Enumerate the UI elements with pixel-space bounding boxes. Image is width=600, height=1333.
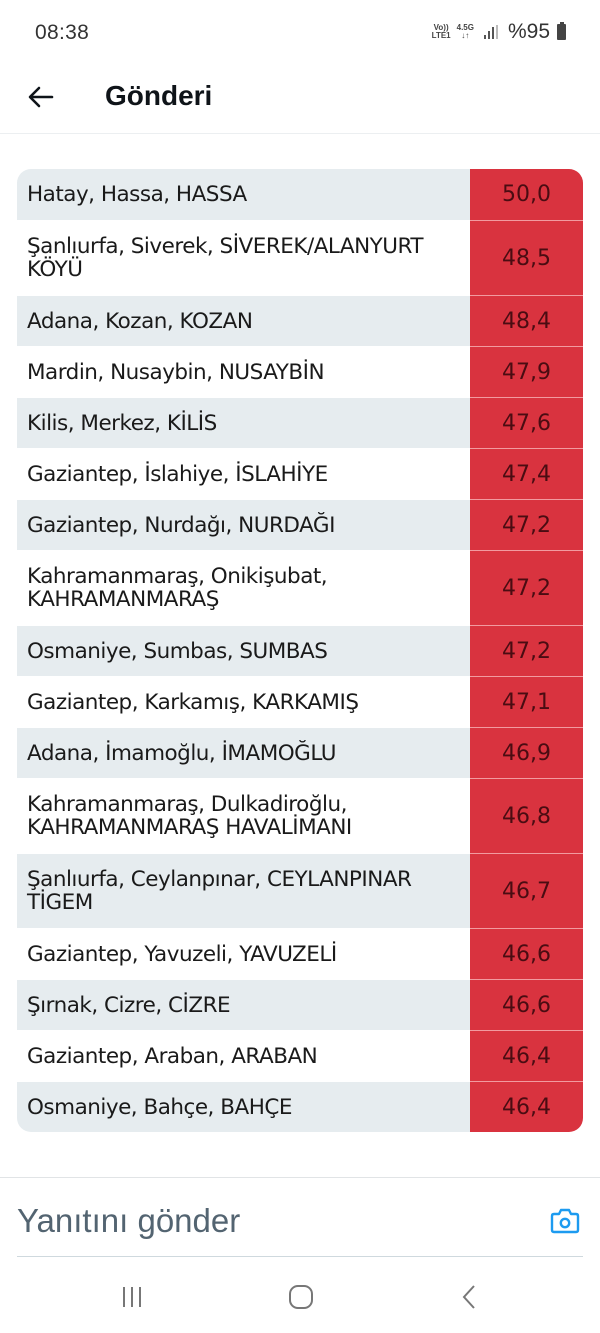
- home-button[interactable]: [281, 1280, 321, 1314]
- location-cell: Şırnak, Cizre, CİZRE: [17, 980, 470, 1030]
- value-cell: 48,5: [470, 220, 583, 295]
- camera-icon: [550, 1208, 580, 1234]
- post-content[interactable]: Hatay, Hassa, HASSA 50,0 Şanlıurfa, Sive…: [0, 135, 600, 1177]
- table-row: Gaziantep, Yavuzeli, YAVUZELİ 46,6: [17, 928, 583, 979]
- table-row: Gaziantep, Nurdağı, NURDAĞI 47,2: [17, 499, 583, 550]
- temperature-table: Hatay, Hassa, HASSA 50,0 Şanlıurfa, Sive…: [17, 169, 583, 1132]
- reply-input[interactable]: Yanıtını gönder: [17, 1202, 241, 1239]
- location-cell: Adana, İmamoğlu, İMAMOĞLU: [17, 728, 470, 778]
- recent-apps-button[interactable]: [112, 1280, 152, 1314]
- location-cell: Şanlıurfa, Ceylanpınar, CEYLANPINAR TİGE…: [17, 854, 470, 928]
- location-cell: Mardin, Nusaybin, NUSAYBİN: [17, 347, 470, 397]
- location-cell: Gaziantep, Nurdağı, NURDAĞI: [17, 500, 470, 550]
- recent-apps-icon: [123, 1287, 141, 1307]
- table-row: Osmaniye, Sumbas, SUMBAS 47,2: [17, 625, 583, 676]
- value-cell: 46,6: [470, 928, 583, 979]
- location-cell: Gaziantep, Yavuzeli, YAVUZELİ: [17, 929, 470, 979]
- table-row: Kahramanmaraş, Onikişubat, KAHRAMANMARAŞ…: [17, 550, 583, 625]
- value-cell: 46,9: [470, 727, 583, 778]
- table-row: Mardin, Nusaybin, NUSAYBİN 47,9: [17, 346, 583, 397]
- table-row: Şanlıurfa, Ceylanpınar, CEYLANPINAR TİGE…: [17, 853, 583, 928]
- location-cell: Kahramanmaraş, Dulkadiroğlu, KAHRAMANMAR…: [17, 779, 470, 853]
- location-cell: Gaziantep, İslahiye, İSLAHİYE: [17, 449, 470, 499]
- battery-icon: [557, 22, 566, 40]
- value-cell: 50,0: [470, 169, 583, 220]
- value-cell: 48,4: [470, 295, 583, 346]
- table-row: Adana, İmamoğlu, İMAMOĞLU 46,9: [17, 727, 583, 778]
- table-row: Kahramanmaraş, Dulkadiroğlu, KAHRAMANMAR…: [17, 778, 583, 853]
- table-row: Hatay, Hassa, HASSA 50,0: [17, 169, 583, 220]
- location-cell: Kahramanmaraş, Onikişubat, KAHRAMANMARAŞ: [17, 551, 470, 625]
- location-cell: Hatay, Hassa, HASSA: [17, 169, 470, 220]
- volte-label: Vo)): [433, 23, 449, 32]
- value-cell: 46,4: [470, 1030, 583, 1081]
- location-cell: Gaziantep, Araban, ARABAN: [17, 1031, 470, 1081]
- value-cell: 46,4: [470, 1081, 583, 1132]
- status-bar: 08:38 Vo)) LTE1 4.5G ↓↑ %95: [0, 0, 600, 66]
- value-cell: 47,2: [470, 625, 583, 676]
- reply-composer: Yanıtını gönder: [0, 1177, 600, 1257]
- network-speed-label: 4.5G: [456, 23, 474, 32]
- value-cell: 46,8: [470, 778, 583, 853]
- data-activity-icon: 4.5G ↓↑: [457, 24, 474, 40]
- camera-button[interactable]: [550, 1207, 580, 1235]
- value-cell: 47,2: [470, 550, 583, 625]
- location-cell: Osmaniye, Bahçe, BAHÇE: [17, 1082, 470, 1132]
- status-time: 08:38: [35, 21, 90, 44]
- value-cell: 47,4: [470, 448, 583, 499]
- app-header: Gönderi: [0, 66, 600, 134]
- back-icon: [462, 1285, 475, 1309]
- lte-label: LTE1: [431, 31, 451, 40]
- signal-icon: [483, 25, 498, 39]
- value-cell: 47,2: [470, 499, 583, 550]
- battery-percent: %95: [507, 20, 550, 43]
- page-title: Gönderi: [105, 80, 213, 111]
- value-cell: 46,7: [470, 853, 583, 928]
- network-type-icon: Vo)) LTE1: [432, 24, 451, 40]
- value-cell: 46,6: [470, 979, 583, 1030]
- home-icon: [289, 1285, 313, 1309]
- status-icons: Vo)) LTE1 4.5G ↓↑ %95: [432, 20, 566, 44]
- table-row: Gaziantep, İslahiye, İSLAHİYE 47,4: [17, 448, 583, 499]
- value-cell: 47,1: [470, 676, 583, 727]
- table-row: Osmaniye, Bahçe, BAHÇE 46,4: [17, 1081, 583, 1132]
- system-nav-bar: [0, 1258, 600, 1333]
- back-button[interactable]: [26, 82, 56, 112]
- value-cell: 47,9: [470, 346, 583, 397]
- location-cell: Şanlıurfa, Siverek, SİVEREK/ALANYURT KÖY…: [17, 221, 470, 295]
- table-row: Gaziantep, Araban, ARABAN 46,4: [17, 1030, 583, 1081]
- value-cell: 47,6: [470, 397, 583, 448]
- data-arrows: ↓↑: [461, 31, 470, 40]
- table-row: Kilis, Merkez, KİLİS 47,6: [17, 397, 583, 448]
- table-row: Adana, Kozan, KOZAN 48,4: [17, 295, 583, 346]
- arrow-left-icon: [28, 86, 54, 108]
- system-back-button[interactable]: [449, 1280, 489, 1314]
- location-cell: Gaziantep, Karkamış, KARKAMIŞ: [17, 677, 470, 727]
- location-cell: Adana, Kozan, KOZAN: [17, 296, 470, 346]
- location-cell: Kilis, Merkez, KİLİS: [17, 398, 470, 448]
- divider: [17, 1256, 583, 1257]
- table-row: Şanlıurfa, Siverek, SİVEREK/ALANYURT KÖY…: [17, 220, 583, 295]
- table-row: Şırnak, Cizre, CİZRE 46,6: [17, 979, 583, 1030]
- location-cell: Osmaniye, Sumbas, SUMBAS: [17, 626, 470, 676]
- table-row: Gaziantep, Karkamış, KARKAMIŞ 47,1: [17, 676, 583, 727]
